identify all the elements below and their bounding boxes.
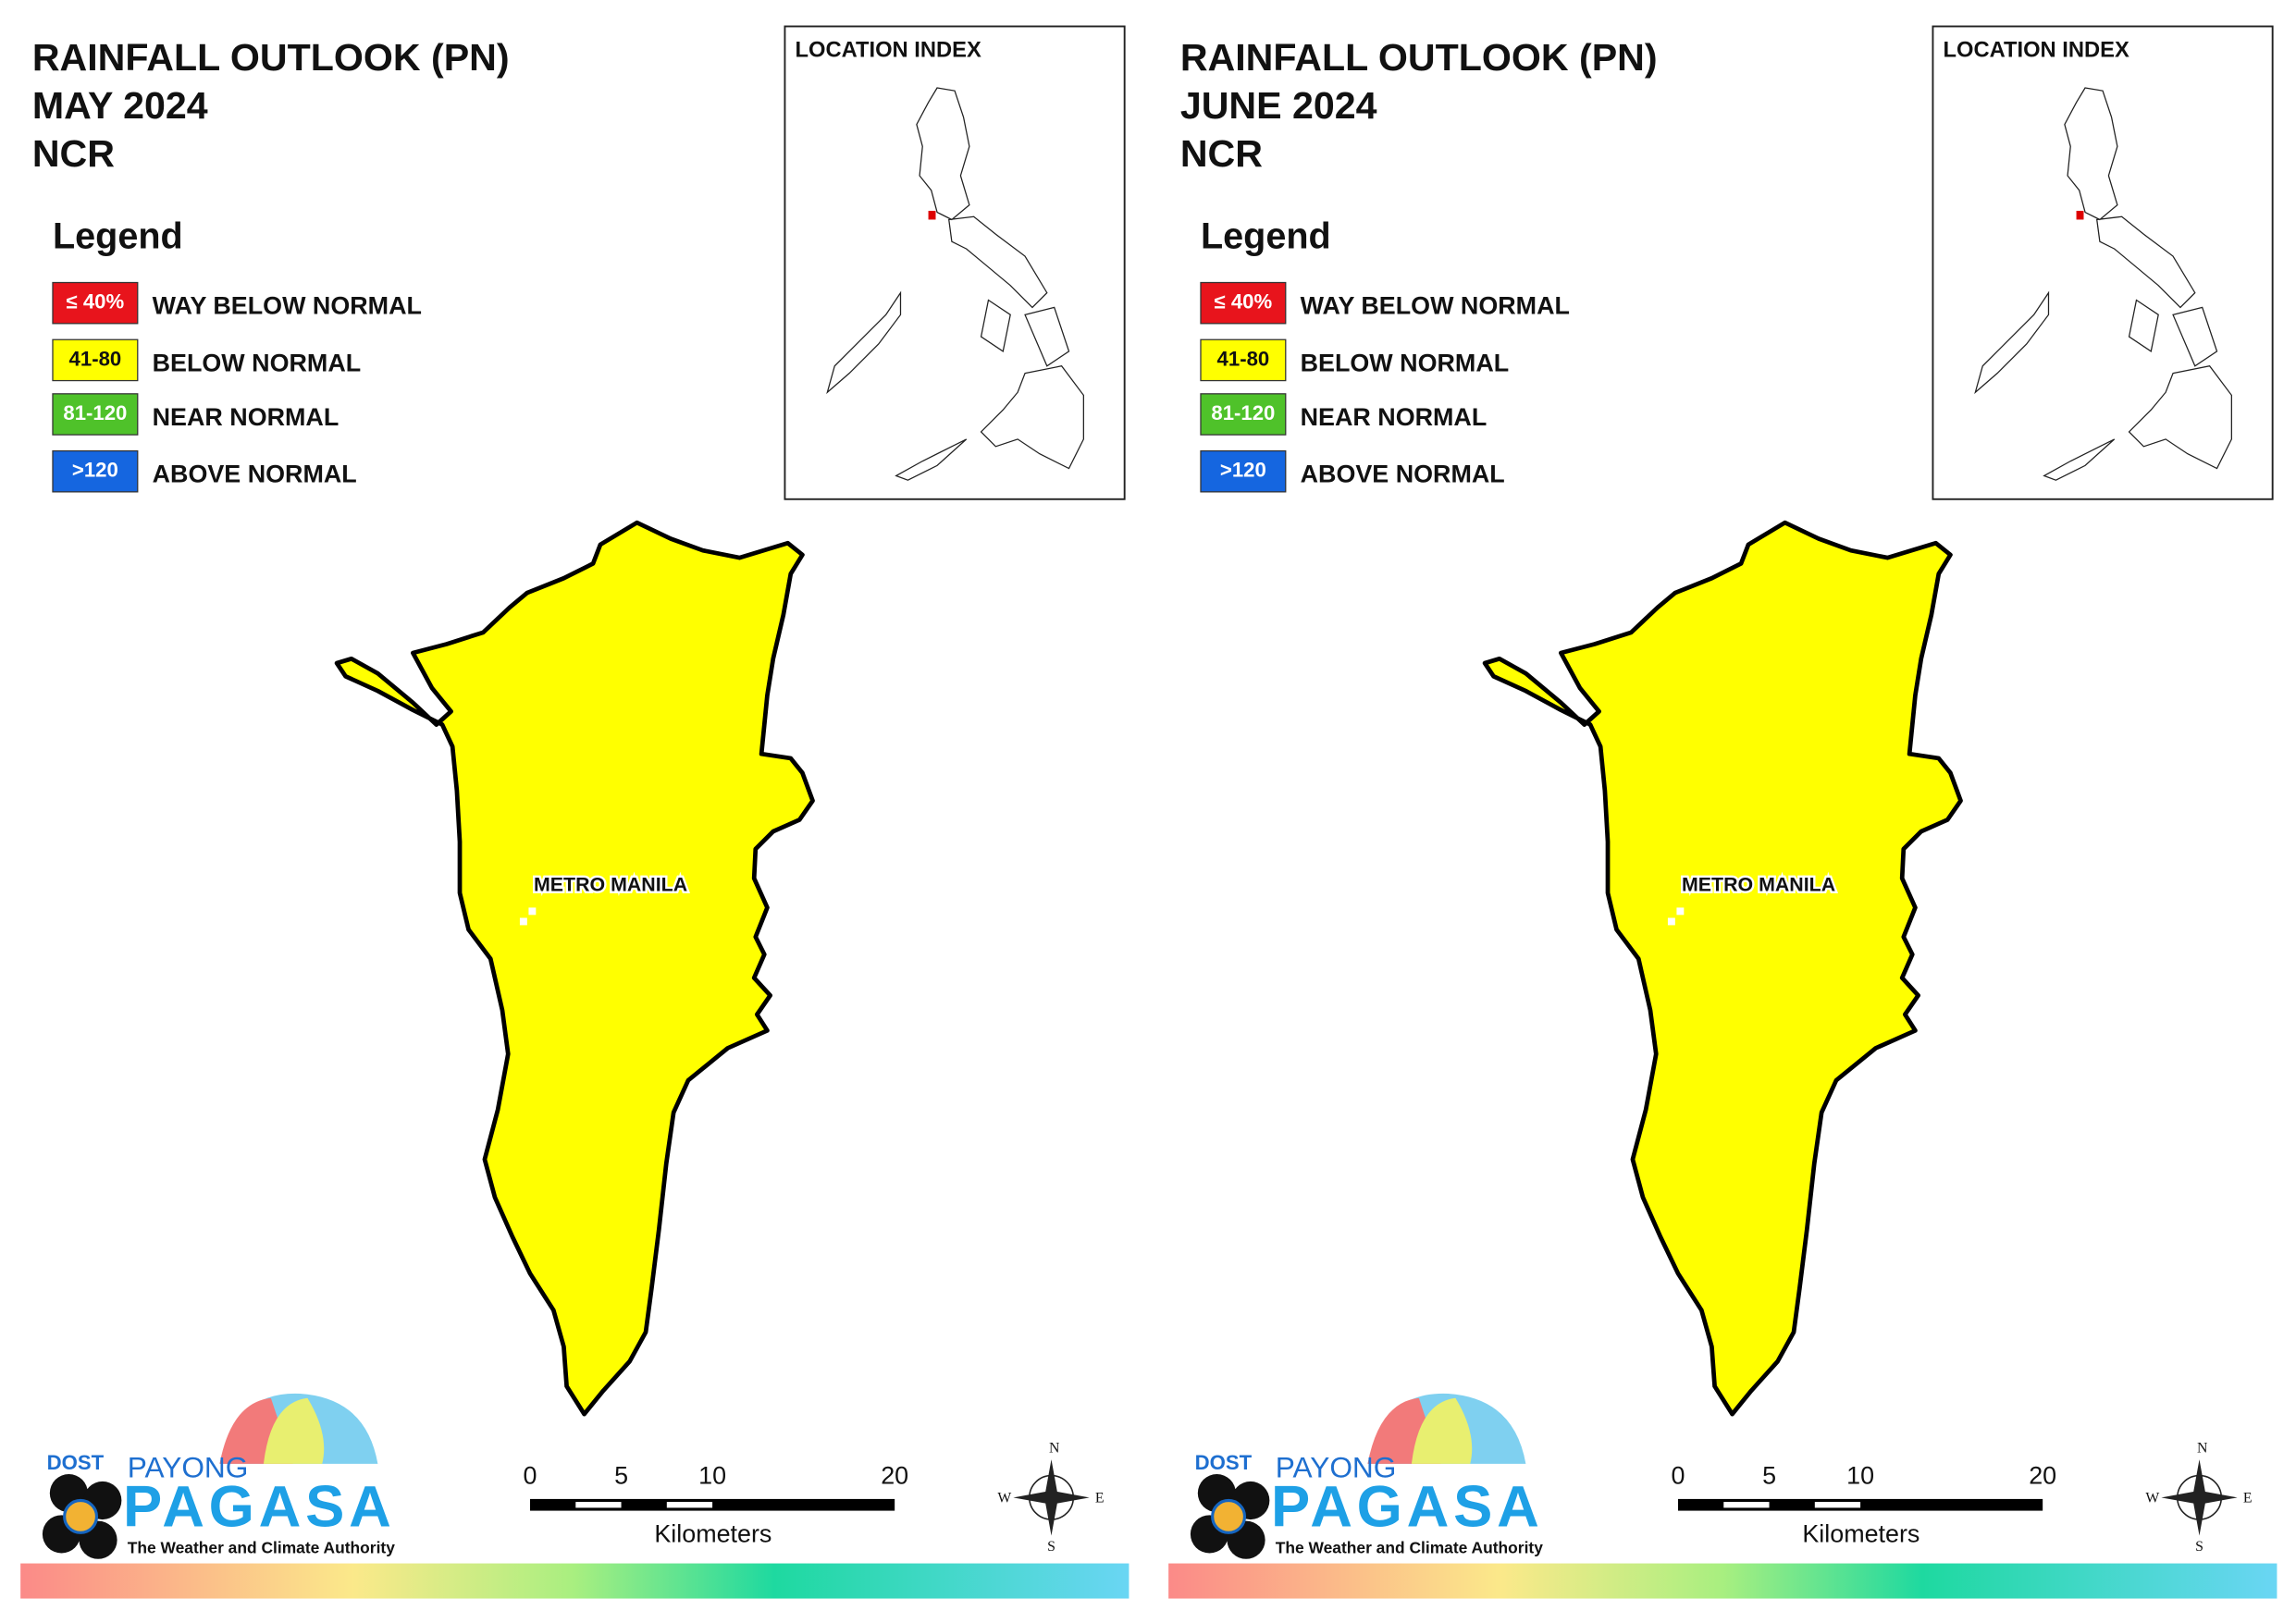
legend-swatch [52,449,139,493]
scale-tick-label: 0 [1672,1461,1685,1489]
location-index-title: LOCATION INDEX [796,39,981,63]
logo-payong: PAYONG [1276,1451,1397,1484]
logo-dost: DOST [47,1451,105,1474]
legend-swatch [1200,338,1287,382]
metro-manila-region [1482,520,1963,1417]
legend-swatch-text: 41-80 [1217,347,1270,370]
philippines-outline [1974,87,2232,481]
legend-swatch-text: >120 [72,459,118,482]
logo-seal [1211,1498,1247,1534]
compass-ring [1028,1474,1075,1520]
location-index-title: LOCATION INDEX [1944,39,2129,63]
logo-pagasa: PAGASA [1271,1474,1544,1539]
legend-title: Legend [1201,215,1331,256]
legend-swatch-text: ≤ 40% [67,290,125,314]
compass-ring [2176,1474,2223,1520]
legend-title: Legend [53,215,183,256]
legend-swatch-text: >120 [1220,459,1266,482]
legend-label: ABOVE NORMAL [153,461,357,488]
legend-label: ABOVE NORMAL [1301,461,1505,488]
legend-swatch [1200,281,1287,325]
scale-tick-label: 5 [1762,1461,1776,1489]
scale-tick-label: 20 [881,1461,908,1489]
region-label: METRO MANILA [534,873,687,895]
scale-tick-label: 10 [1846,1461,1874,1489]
panel: RAINFALL OUTLOOK (PN) JUNE 2024 NCR LOCATIO… [1168,25,2277,1599]
legend-label: BELOW NORMAL [1301,349,1510,376]
color-band [20,1563,1129,1599]
logo-tagline: The Weather and Climate Authority [1276,1538,1543,1556]
ncr-marker [2076,210,2084,220]
legend-swatch [1200,393,1287,436]
legend-swatch [1200,449,1287,493]
scale-tick-label: 5 [614,1461,628,1489]
compass-letter: E [1095,1491,1105,1506]
compass-letter: S [1047,1539,1055,1555]
island-dot [1667,917,1675,926]
scale-bar-segment [1814,1502,1861,1508]
legend-label: WAY BELOW NORMAL [1301,292,1570,320]
title-line: MAY 2024 [32,84,208,127]
legend-swatch-text: 81-120 [1211,401,1275,424]
logo-dost: DOST [1195,1451,1253,1474]
logo-payong: PAYONG [128,1451,249,1484]
compass-letter: W [997,1491,1011,1506]
legend-label: NEAR NORMAL [1301,403,1487,431]
panel: RAINFALL OUTLOOK (PN) MAY 2024 NCR LOCATION… [20,25,1129,1599]
legend-swatch [52,281,139,325]
island-dot [519,917,527,926]
scale-bar-segment [666,1502,713,1508]
compass-letter: N [2197,1441,2208,1457]
legend-label: BELOW NORMAL [153,349,362,376]
logo-seal [63,1498,99,1534]
compass-rose [2161,1459,2238,1536]
ncr-marker [928,210,936,220]
compass-letter: S [2195,1539,2203,1555]
philippines-outline [826,87,1084,481]
legend-swatch-text: 41-80 [69,347,122,370]
compass-letter: E [2243,1491,2253,1506]
scale-unit: Kilometers [1802,1520,1920,1548]
title-line: NCR [32,132,115,175]
region-label: METRO MANILA [1682,873,1835,895]
legend-label: NEAR NORMAL [153,403,339,431]
scale-bar-segment [1723,1502,1770,1508]
logo-pagasa: PAGASA [123,1474,396,1539]
scale-bar-segment [575,1502,622,1508]
legend-swatch-text: ≤ 40% [1215,290,1273,314]
island-dot [528,907,537,916]
logo-tagline: The Weather and Climate Authority [128,1538,395,1556]
title-line: RAINFALL OUTLOOK (PN) [32,36,510,79]
scale-tick-label: 20 [2029,1461,2056,1489]
color-band [1168,1563,2277,1599]
scale-tick-label: 10 [698,1461,726,1489]
compass-letter: W [2145,1491,2159,1506]
compass-letter: N [1049,1441,1060,1457]
island-dot [1676,907,1685,916]
legend-swatch [52,338,139,382]
legend-swatch-text: 81-120 [63,401,127,424]
title-line: NCR [1180,132,1263,175]
legend-label: WAY BELOW NORMAL [153,292,422,320]
logo-umbrella-yellow [263,1397,325,1464]
title-line: RAINFALL OUTLOOK (PN) [1180,36,1658,79]
scale-tick-label: 0 [524,1461,537,1489]
legend-swatch [52,393,139,436]
logo-umbrella-yellow [1411,1397,1473,1464]
compass-rose [1013,1459,1090,1536]
scale-unit: Kilometers [654,1520,772,1548]
metro-manila-region [334,520,815,1417]
title-line: JUNE 2024 [1180,84,1377,127]
